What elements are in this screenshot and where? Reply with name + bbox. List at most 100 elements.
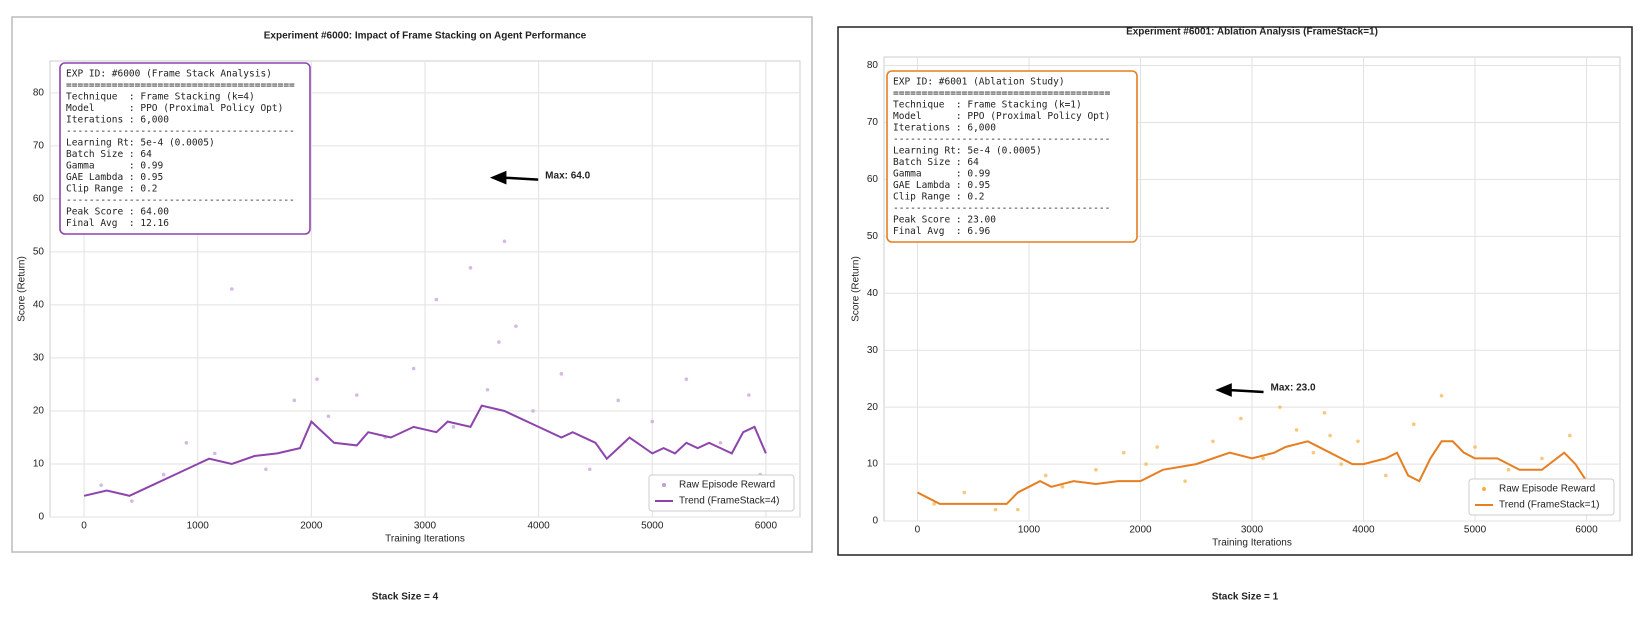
info-line: Final Avg : 6.96	[893, 226, 991, 237]
raw-point	[587, 467, 592, 472]
raw-point	[326, 414, 331, 419]
legend-box	[1468, 478, 1615, 516]
info-line: Peak Score : 23.00	[893, 215, 996, 226]
legend-box	[648, 474, 795, 512]
raw-point	[1278, 405, 1282, 409]
raw-point	[161, 472, 166, 477]
y-tick-label: 0	[38, 512, 44, 523]
raw-point	[650, 419, 655, 424]
legend-label: Trend (FrameStack=4)	[679, 496, 780, 507]
caption: Stack Size = 4	[372, 592, 439, 603]
annotation-text: Max: 64.0	[545, 170, 590, 181]
x-tick-label: 0	[81, 521, 87, 532]
x-tick-label: 5000	[1464, 525, 1487, 536]
info-line: Model : PPO (Proximal Policy Opt)	[66, 103, 283, 114]
raw-point	[355, 393, 359, 397]
raw-point	[1328, 433, 1332, 438]
info-line: ----------------------------------------	[66, 126, 295, 137]
raw-point	[1322, 411, 1327, 415]
x-axis-label: Training Iterations	[385, 534, 465, 545]
info-box	[59, 62, 311, 235]
raw-point	[485, 387, 490, 392]
raw-point	[1144, 462, 1148, 466]
raw-point	[497, 340, 501, 344]
y-axis-label: Score (Return)	[851, 256, 862, 322]
annotation-text: Max: 23.0	[1271, 383, 1316, 394]
legend-label: Trend (FrameStack=1)	[1499, 500, 1600, 511]
info-line: Model : PPO (Proximal Policy Opt)	[893, 111, 1110, 122]
info-line: --------------------------------------	[893, 134, 1110, 145]
y-tick-label: 10	[33, 459, 45, 470]
trend-line	[83, 404, 767, 497]
raw-point	[264, 467, 268, 472]
x-tick-label: 2000	[300, 521, 323, 532]
x-tick-label: 3000	[414, 521, 437, 532]
y-tick-label: 40	[867, 288, 879, 299]
y-tick-label: 80	[867, 60, 879, 71]
info-line: Gamma : 0.99	[893, 169, 991, 180]
y-tick-label: 70	[867, 117, 879, 128]
x-tick-label: 3000	[1241, 525, 1264, 536]
raw-point	[531, 409, 535, 413]
raw-point	[184, 440, 189, 445]
raw-point	[451, 425, 456, 429]
raw-point	[1356, 439, 1360, 444]
raw-point	[130, 499, 134, 503]
raw-point	[1016, 507, 1020, 512]
x-axis-label: Training Iterations	[1212, 538, 1292, 549]
info-line: EXP ID: #6001 (Ablation Study)	[893, 77, 1065, 88]
raw-point	[1411, 422, 1416, 427]
x-tick-label: 1000	[1018, 525, 1041, 536]
info-line: Technique : Frame Stacking (k=4)	[66, 92, 255, 103]
raw-point	[559, 372, 564, 376]
raw-point	[932, 502, 936, 506]
chart-title: Experiment #6001: Ablation Analysis (Fra…	[1126, 27, 1378, 38]
x-tick-label: 5000	[641, 521, 664, 532]
raw-point	[1094, 467, 1098, 472]
raw-point	[1473, 445, 1477, 449]
y-tick-label: 20	[33, 406, 45, 417]
info-line: ========================================	[66, 80, 295, 91]
raw-point	[230, 287, 234, 291]
raw-point	[1384, 473, 1388, 478]
raw-point	[1121, 450, 1126, 455]
info-line: Clip Range : 0.2	[66, 184, 158, 195]
info-line: ----------------------------------------	[66, 195, 295, 206]
raw-point	[434, 297, 439, 302]
raw-point	[1506, 467, 1511, 472]
info-line: ======================================	[893, 88, 1111, 99]
info-line: Clip Range : 0.2	[893, 192, 985, 203]
info-line: Final Avg : 12.16	[66, 218, 169, 229]
legend-marker	[662, 483, 666, 487]
x-tick-label: 6000	[755, 521, 778, 532]
info-line: EXP ID: #6000 (Frame Stack Analysis)	[66, 69, 272, 80]
info-line: Iterations : 6,000	[66, 115, 169, 126]
y-tick-label: 70	[33, 140, 45, 151]
info-line: GAE Lambda : 0.95	[893, 180, 990, 191]
raw-point	[99, 483, 103, 487]
raw-point	[1239, 416, 1243, 421]
legend-marker	[1482, 487, 1486, 491]
y-tick-label: 30	[33, 353, 45, 364]
raw-point	[502, 239, 507, 244]
info-line: --------------------------------------	[893, 203, 1110, 214]
chart: Experiment #6000: Impact of Frame Stacki…	[11, 16, 813, 553]
raw-point	[993, 507, 998, 512]
y-tick-label: 60	[867, 174, 879, 185]
caption: Stack Size = 1	[1212, 592, 1279, 603]
y-tick-label: 20	[867, 402, 879, 413]
raw-point	[468, 265, 473, 270]
raw-point	[1261, 456, 1265, 461]
x-tick-label: 2000	[1129, 525, 1152, 536]
y-tick-label: 0	[872, 516, 878, 527]
info-box	[886, 70, 1138, 243]
raw-point	[1439, 393, 1444, 398]
x-tick-label: 4000	[528, 521, 551, 532]
raw-point	[411, 366, 416, 371]
y-axis-label: Score (Return)	[17, 256, 28, 322]
legend-label: Raw Episode Reward	[679, 480, 775, 491]
info-line: Iterations : 6,000	[893, 123, 996, 134]
y-tick-label: 60	[33, 194, 45, 205]
chart-title: Experiment #6000: Impact of Frame Stacki…	[264, 31, 587, 42]
